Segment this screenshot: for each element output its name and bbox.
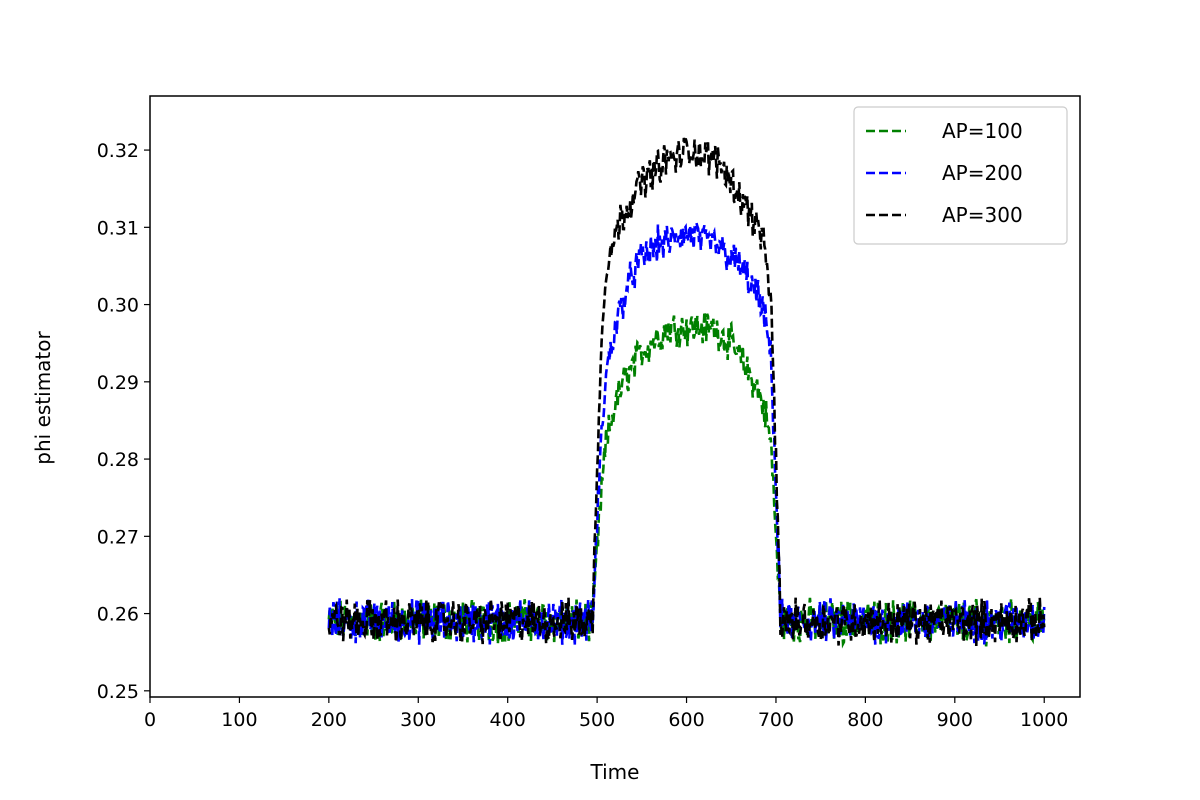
- x-tick-label: 400: [490, 709, 526, 731]
- x-tick-label: 600: [668, 709, 704, 731]
- x-tick-label: 0: [144, 709, 156, 731]
- y-tick-label: 0.26: [97, 604, 139, 626]
- y-tick-label: 0.32: [97, 140, 139, 162]
- legend-box: [853, 106, 1068, 245]
- x-tick-label: 300: [400, 709, 436, 731]
- axes-frame: [149, 95, 1081, 698]
- series-line-ap-300: [327, 137, 1046, 646]
- y-axis-ticks: 0.25 0.26 0.27 0.28 0.29 0.30 0.31 0.32: [97, 140, 150, 703]
- legend: AP=100 AP=200 AP=300: [853, 106, 1068, 245]
- y-tick-label: 0.28: [97, 449, 139, 471]
- plot-area: [149, 95, 1081, 698]
- x-tick-label: 800: [847, 709, 883, 731]
- x-tick-label: 500: [579, 709, 615, 731]
- y-tick-label: 0.27: [97, 526, 139, 548]
- x-axis-label: Time: [590, 760, 640, 784]
- x-axis-ticks: 0 100 200 300 400 500 600 700 800 900 1000: [144, 697, 1068, 731]
- x-tick-label: 900: [937, 709, 973, 731]
- legend-label: AP=200: [942, 161, 1023, 185]
- y-tick-label: 0.31: [97, 217, 139, 239]
- legend-label: AP=100: [942, 119, 1023, 143]
- series-line-ap-200: [327, 222, 1046, 646]
- y-tick-label: 0.29: [97, 372, 139, 394]
- y-tick-label: 0.25: [97, 681, 139, 703]
- x-tick-label: 200: [311, 709, 347, 731]
- x-tick-label: 1000: [1020, 709, 1068, 731]
- legend-label: AP=300: [942, 203, 1023, 227]
- x-tick-label: 100: [221, 709, 257, 731]
- y-tick-label: 0.30: [97, 295, 139, 317]
- y-axis-label: phi estimator: [31, 331, 55, 465]
- x-tick-label: 700: [758, 709, 794, 731]
